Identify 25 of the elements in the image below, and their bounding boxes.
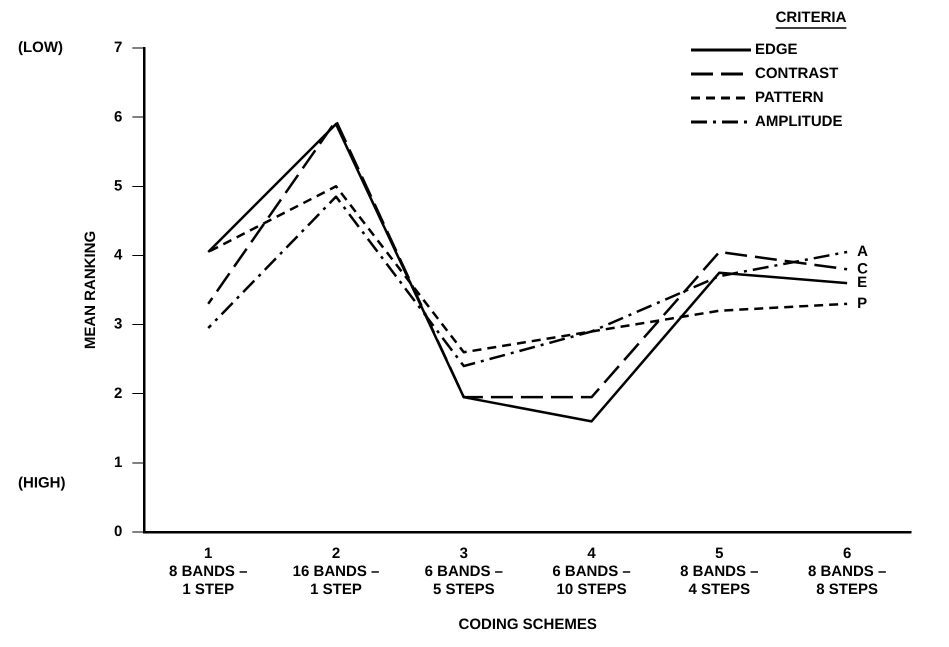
x-tick-label: 5 8 BANDS – 4 STEPS [680, 545, 759, 598]
y-tick-label: 4 [114, 246, 123, 264]
annotation: P [857, 294, 868, 312]
y-tick-label: 7 [114, 39, 122, 56]
legend-label: AMPLITUDE [755, 113, 842, 130]
y-tick-label: 3 [114, 316, 122, 333]
y-tick-label: 1 [114, 454, 122, 471]
legend-label: PATTERN [755, 89, 824, 106]
y-axis-title: MEAN RANKING [82, 230, 100, 350]
legend-title: CRITERIA [776, 9, 847, 26]
x-tick-label: 3 6 BANDS – 5 STEPS [424, 545, 503, 598]
y-tick-label: 5 [114, 177, 122, 194]
legend-label: CONTRAST [755, 65, 838, 82]
y-tick-label: 6 [114, 108, 122, 126]
x-axis-title: CODING SCHEMES [458, 616, 597, 634]
x-tick-label: 4 6 BANDS – 10 STEPS [552, 545, 631, 598]
annotation: A [857, 243, 868, 260]
text: (HIGH) [18, 474, 66, 492]
y-tick-label: 2 [114, 384, 122, 402]
y-tick-label: 0 [114, 523, 122, 540]
x-tick-label: 2 16 BANDS – 1 STEP [292, 545, 380, 598]
text: (LOW) [18, 39, 63, 56]
x-tick-label: 6 8 BANDS – 8 STEPS [808, 545, 886, 598]
x-tick-label: 1 8 BANDS – 1 STEP [169, 545, 248, 598]
legend-label: EDGE [755, 41, 798, 58]
